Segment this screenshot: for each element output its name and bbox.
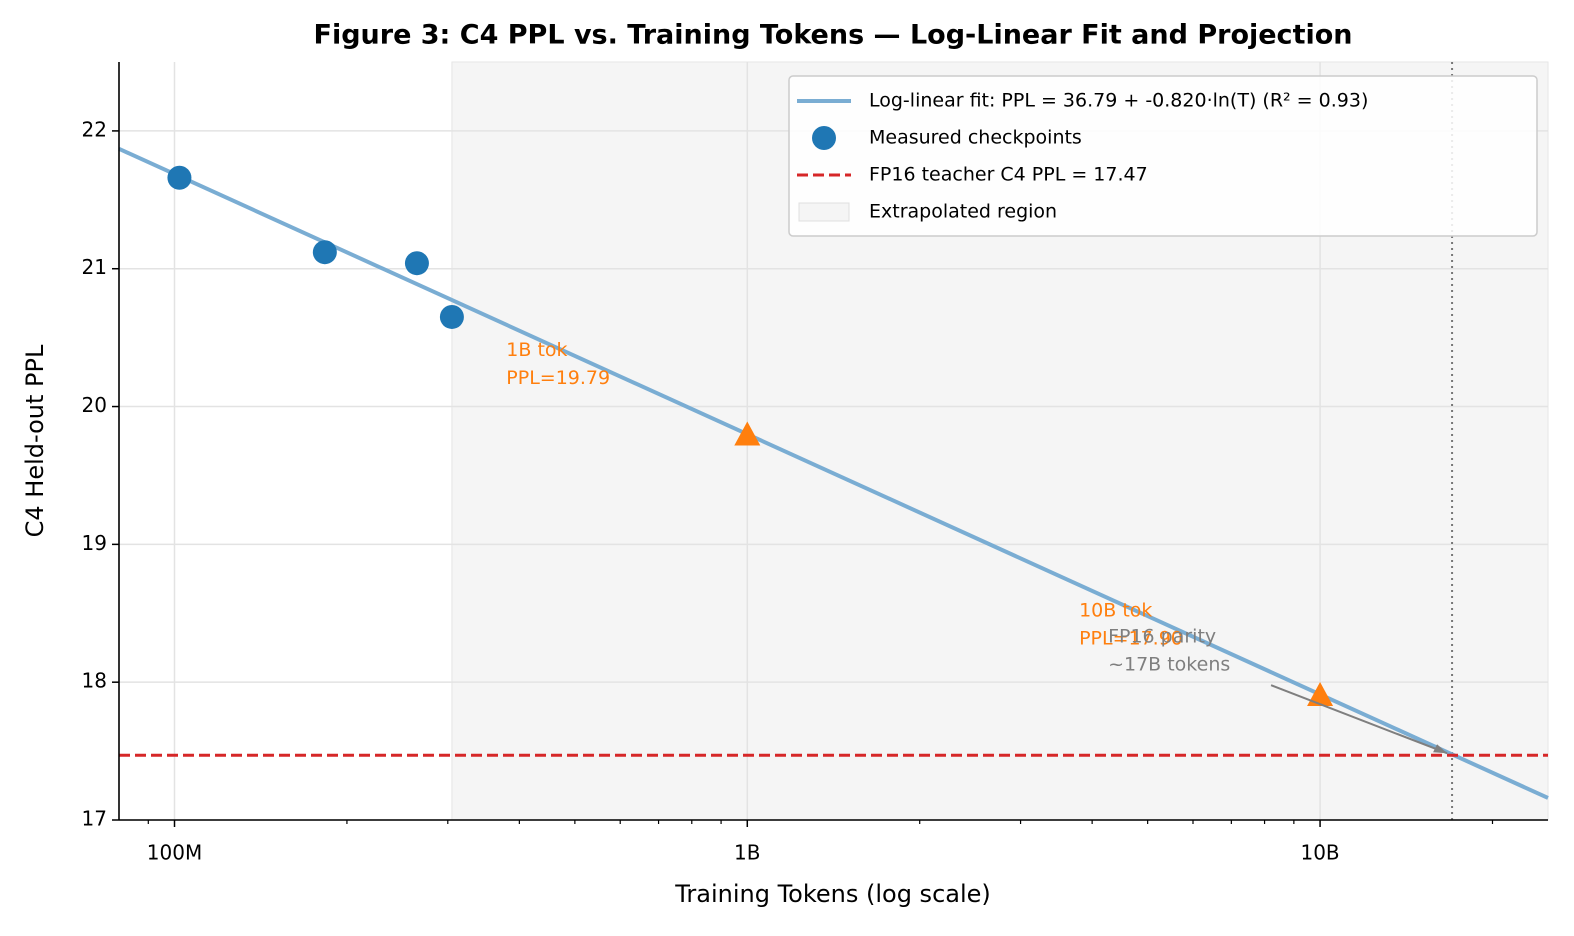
legend-label: FP16 teacher C4 PPL = 17.47 [869, 164, 1148, 186]
legend-label: Measured checkpoints [869, 127, 1082, 149]
parity-arrow [1270, 684, 1448, 755]
parity-arrowhead [1433, 744, 1448, 754]
parity-label: FP16 parity [1108, 626, 1216, 648]
y-axis-label: C4 Held-out PPL [21, 344, 49, 537]
projection-marker [734, 421, 761, 446]
projection-label: 10B tok [1079, 599, 1152, 621]
x-tick-label: 1B [734, 841, 760, 865]
projection-label: PPL=17.90 [1079, 627, 1183, 649]
x-tick-label: 100M [147, 841, 202, 865]
checkpoint-point [312, 240, 337, 265]
y-tick-label: 22 [82, 117, 107, 141]
x-tick-label: 10B [1300, 841, 1339, 865]
x-axis-label: Training Tokens (log scale) [674, 880, 991, 908]
legend-swatch [812, 126, 836, 150]
projection-marker [1307, 681, 1334, 706]
projection-label: PPL=19.79 [506, 367, 610, 389]
projection-label: 1B tok [506, 339, 567, 361]
legend: Log-linear fit: PPL = 36.79 + -0.820·ln(… [788, 75, 1538, 237]
checkpoint-point [167, 165, 192, 190]
legend-swatch [798, 202, 850, 222]
fit-line [118, 147, 1549, 800]
y-tick-label: 21 [82, 255, 107, 279]
legend-label: Extrapolated region [869, 201, 1057, 223]
checkpoint-point [404, 251, 429, 276]
chart-title: Figure 3: C4 PPL vs. Training Tokens — L… [314, 20, 1353, 51]
checkpoint-point [439, 304, 464, 329]
y-tick-label: 20 [82, 393, 107, 417]
y-tick-label: 18 [82, 669, 107, 693]
y-tick-label: 17 [82, 807, 107, 831]
legend-box [788, 75, 1538, 237]
legend-label: Log-linear fit: PPL = 36.79 + -0.820·ln(… [869, 90, 1368, 112]
parity-label: ~17B tokens [1108, 654, 1230, 676]
y-tick-label: 19 [82, 531, 107, 555]
